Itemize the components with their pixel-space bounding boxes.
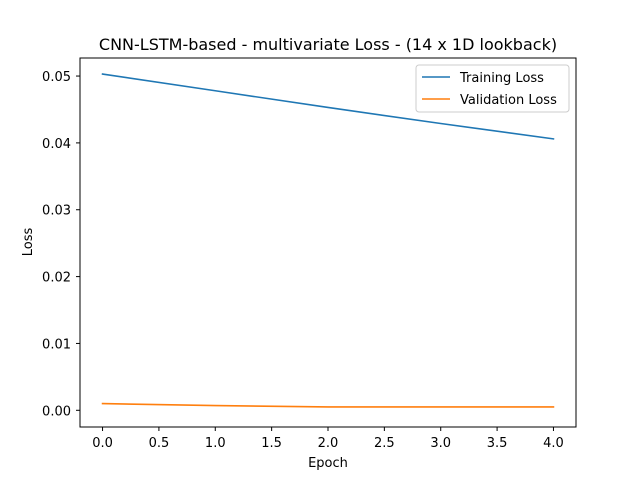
x-tick-label: 3.0 <box>430 436 451 451</box>
x-tick-label: 3.5 <box>487 436 508 451</box>
series-line-validation-loss <box>101 402 555 408</box>
series-line-training-loss <box>101 73 555 140</box>
plot-area-frame <box>79 57 577 428</box>
legend: Training Loss Validation Loss <box>415 64 570 113</box>
chart-title: CNN-LSTM-based - multivariate Loss - (14… <box>99 35 557 54</box>
x-tick-label: 1.5 <box>261 436 282 451</box>
y-tick-label: 0.02 <box>42 271 71 286</box>
x-tick-label: 0.0 <box>92 436 113 451</box>
x-tick-label: 4.0 <box>543 436 564 451</box>
legend-box <box>415 64 570 113</box>
y-tick-label: 0.00 <box>42 404 71 419</box>
y-tick-label: 0.05 <box>42 70 71 85</box>
x-tick-label: 2.5 <box>374 436 395 451</box>
x-tick-label: 0.5 <box>149 436 170 451</box>
y-axis-label: Loss <box>21 228 36 257</box>
x-axis-label: Epoch <box>308 456 348 471</box>
series-lines <box>101 73 555 408</box>
x-tick-label: 1.0 <box>205 436 226 451</box>
legend-label-validation-loss: Validation Loss <box>460 93 557 108</box>
legend-label-training-loss: Training Loss <box>459 71 544 86</box>
y-axis: 0.00 0.01 0.02 0.03 0.04 0.05 <box>42 70 80 419</box>
y-tick-label: 0.04 <box>42 137 71 152</box>
x-tick-label: 2.0 <box>318 436 339 451</box>
y-tick-label: 0.01 <box>42 337 71 352</box>
x-axis: 0.0 0.5 1.0 1.5 2.0 2.5 3.0 3.5 4.0 <box>92 427 564 451</box>
y-tick-label: 0.03 <box>42 204 71 219</box>
